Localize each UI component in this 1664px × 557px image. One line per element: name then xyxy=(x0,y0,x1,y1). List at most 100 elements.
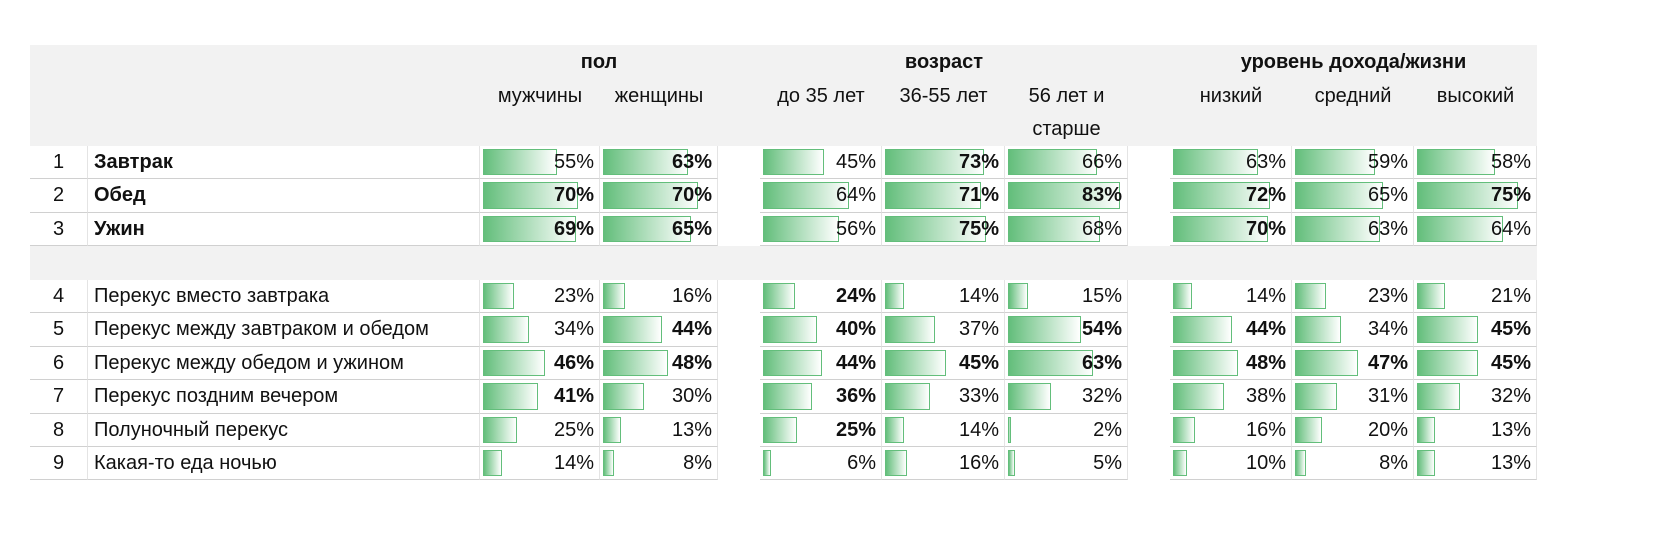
value-label: 75% xyxy=(958,217,999,240)
value-label: 2% xyxy=(1093,418,1122,441)
data-bar xyxy=(603,215,691,243)
value-label: 36% xyxy=(835,385,876,408)
value-label: 30% xyxy=(671,385,712,408)
data-bar xyxy=(763,450,772,477)
data-bar xyxy=(1417,215,1504,243)
header-band xyxy=(30,45,1537,146)
value-label: 63% xyxy=(1367,217,1408,240)
value-label: 65% xyxy=(1367,184,1408,207)
value-label: 70% xyxy=(671,184,712,207)
data-bar xyxy=(603,283,625,310)
value-label: 70% xyxy=(1245,217,1286,240)
value-label: 72% xyxy=(1245,184,1286,207)
data-bar xyxy=(483,416,517,443)
data-bar xyxy=(1008,215,1100,243)
data-bar xyxy=(483,215,577,243)
data-bar xyxy=(1295,450,1306,477)
data-bar xyxy=(603,416,621,443)
data-bar xyxy=(1417,182,1519,209)
value-label: 31% xyxy=(1367,385,1408,408)
data-bar xyxy=(885,149,984,176)
data-bar xyxy=(1008,283,1029,310)
column-header: до 35 лет xyxy=(777,85,865,107)
value-label: 59% xyxy=(1367,151,1408,173)
data-bar xyxy=(1173,149,1259,176)
index-cell: 4 xyxy=(30,280,88,314)
value-label: 83% xyxy=(1081,184,1122,207)
value-label: 14% xyxy=(958,418,999,441)
data-bar xyxy=(603,149,689,176)
value-label: 44% xyxy=(1245,318,1286,341)
value-label: 46% xyxy=(553,351,594,374)
value-label: 65% xyxy=(671,217,712,240)
value-label: 54% xyxy=(1081,318,1122,341)
data-bar xyxy=(1295,283,1327,310)
label-cell: Ужин xyxy=(88,212,480,247)
value-label: 56% xyxy=(835,217,876,240)
value-label: 71% xyxy=(958,184,999,207)
data-bar xyxy=(483,349,546,377)
value-label: 55% xyxy=(553,151,594,173)
value-label: 45% xyxy=(1490,318,1531,341)
data-bar xyxy=(1008,450,1015,477)
data-bar xyxy=(1417,416,1435,443)
data-bar xyxy=(1417,283,1446,310)
value-label: 8% xyxy=(683,452,712,474)
value-label: 38% xyxy=(1245,385,1286,408)
value-label: 16% xyxy=(958,452,999,474)
value-cell xyxy=(1292,447,1414,481)
data-bar xyxy=(1295,383,1337,410)
data-bar xyxy=(763,349,823,377)
value-label: 66% xyxy=(1081,151,1122,173)
label-cell: Полуночный перекус xyxy=(88,413,480,447)
value-label: 25% xyxy=(835,418,876,441)
data-bar xyxy=(603,383,644,410)
data-bar xyxy=(763,316,817,343)
value-label: 37% xyxy=(958,318,999,341)
column-header: 56 лет и старше xyxy=(1028,85,1105,140)
data-bar xyxy=(1417,349,1478,377)
value-label: 23% xyxy=(553,285,594,307)
value-label: 32% xyxy=(1490,385,1531,408)
value-label: 34% xyxy=(1367,318,1408,341)
index-cell: 6 xyxy=(30,346,88,381)
value-label: 33% xyxy=(958,385,999,408)
value-label: 47% xyxy=(1367,351,1408,374)
value-label: 45% xyxy=(958,351,999,374)
data-bar xyxy=(885,182,981,209)
data-bar xyxy=(1008,349,1094,377)
label-cell: Перекус между завтраком и обедом xyxy=(88,313,480,347)
value-cell xyxy=(600,447,718,481)
value-label: 20% xyxy=(1367,418,1408,441)
index-cell: 1 xyxy=(30,146,88,180)
value-label: 14% xyxy=(553,452,594,474)
value-label: 44% xyxy=(835,351,876,374)
value-label: 32% xyxy=(1081,385,1122,408)
data-bar xyxy=(1417,316,1478,343)
value-label: 68% xyxy=(1081,217,1122,240)
index-cell: 5 xyxy=(30,313,88,347)
data-bar xyxy=(763,416,797,443)
value-label: 24% xyxy=(835,285,876,307)
data-bar xyxy=(483,316,529,343)
data-bar xyxy=(1417,450,1435,477)
column-header: женщины xyxy=(614,85,704,107)
value-label: 13% xyxy=(671,418,712,441)
data-bar xyxy=(603,450,614,477)
value-label: 13% xyxy=(1490,452,1531,474)
value-label: 34% xyxy=(553,318,594,341)
data-bar xyxy=(1173,283,1192,310)
label-cell: Перекус поздним вечером xyxy=(88,380,480,414)
data-bar xyxy=(763,283,796,310)
value-label: 10% xyxy=(1245,452,1286,474)
data-bar xyxy=(885,215,987,243)
data-bar xyxy=(1295,149,1375,176)
data-bar xyxy=(1173,349,1238,377)
data-bar xyxy=(1173,450,1187,477)
data-bar xyxy=(763,149,824,176)
value-label: 58% xyxy=(1490,151,1531,173)
data-bar xyxy=(483,182,578,209)
value-label: 69% xyxy=(553,217,594,240)
separator-band xyxy=(30,246,1537,280)
data-bar xyxy=(1295,316,1341,343)
